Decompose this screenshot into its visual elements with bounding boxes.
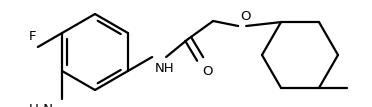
Text: O: O [240,10,251,22]
Text: O: O [202,65,213,78]
Text: NH: NH [155,62,175,75]
Text: F: F [29,30,36,43]
Text: H₂N: H₂N [29,103,54,107]
